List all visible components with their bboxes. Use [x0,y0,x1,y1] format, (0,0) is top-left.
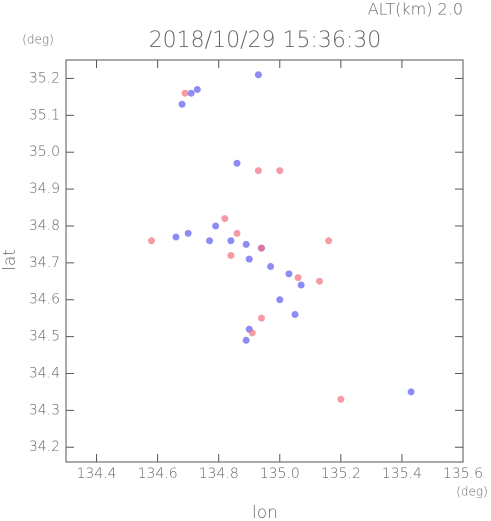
plot-frame [65,59,464,463]
echo-point [172,233,180,241]
y-tick-label: 35.0 [29,144,60,160]
echo-point [297,281,305,289]
echo-point [148,237,156,245]
x-tick-label: 134.8 [199,466,239,482]
echo-point [254,71,262,79]
echo-point [233,229,241,237]
y-tick-label: 34.2 [29,439,60,455]
x-tick-label: 134.6 [138,466,178,482]
echo-point [257,244,265,252]
echo-point [227,251,235,259]
echo-point [294,274,302,282]
echo-point [248,329,256,337]
x-axis-label: lon [252,503,278,521]
echo-point [254,167,262,175]
y-tick-label: 34.8 [29,218,60,234]
y-unit: (deg) [22,33,54,47]
y-tick-label: 34.7 [29,255,60,271]
y-tick-label: 35.2 [29,70,60,86]
echo-point [325,237,333,245]
echo-point [242,336,250,344]
x-tick-label: 135.4 [382,466,422,482]
echo-point [221,215,229,223]
y-tick-label: 34.6 [29,292,60,308]
echo-point [212,222,220,230]
echo-point [227,237,235,245]
echo-point [407,388,415,396]
x-tick-label: 135.6 [443,466,483,482]
x-tick-label: 135.0 [260,466,300,482]
echo-point [276,296,284,304]
echo-point [233,159,241,167]
y-axis-label: lat [0,249,20,271]
echo-point [291,310,299,318]
x-tick-label: 134.4 [76,466,116,482]
y-tick-label: 34.3 [29,402,60,418]
echo-point [184,229,192,237]
x-tick-label: 135.2 [321,466,361,482]
echo-point [178,100,186,108]
echo-point [315,277,323,285]
echo-point [193,86,201,94]
y-tick-label: 34.5 [29,329,60,345]
echo-point [276,167,284,175]
echo-point [267,263,275,271]
y-tick-label: 34.9 [29,181,60,197]
chart-subtitle: 2018/10/29 15:36:30 [149,28,382,53]
echo-point [285,270,293,278]
echo-point [245,255,253,263]
echo-point [187,89,195,97]
echo-point [181,89,189,97]
echo-point [257,314,265,322]
y-tick-label: 34.4 [29,365,60,381]
echo-point [337,395,345,403]
echo-point [242,240,250,248]
echo-point [206,237,214,245]
y-tick-label: 35.1 [29,107,60,123]
x-unit: (deg) [456,485,488,499]
chart-title: ALT(km) 2.0 [368,0,463,19]
